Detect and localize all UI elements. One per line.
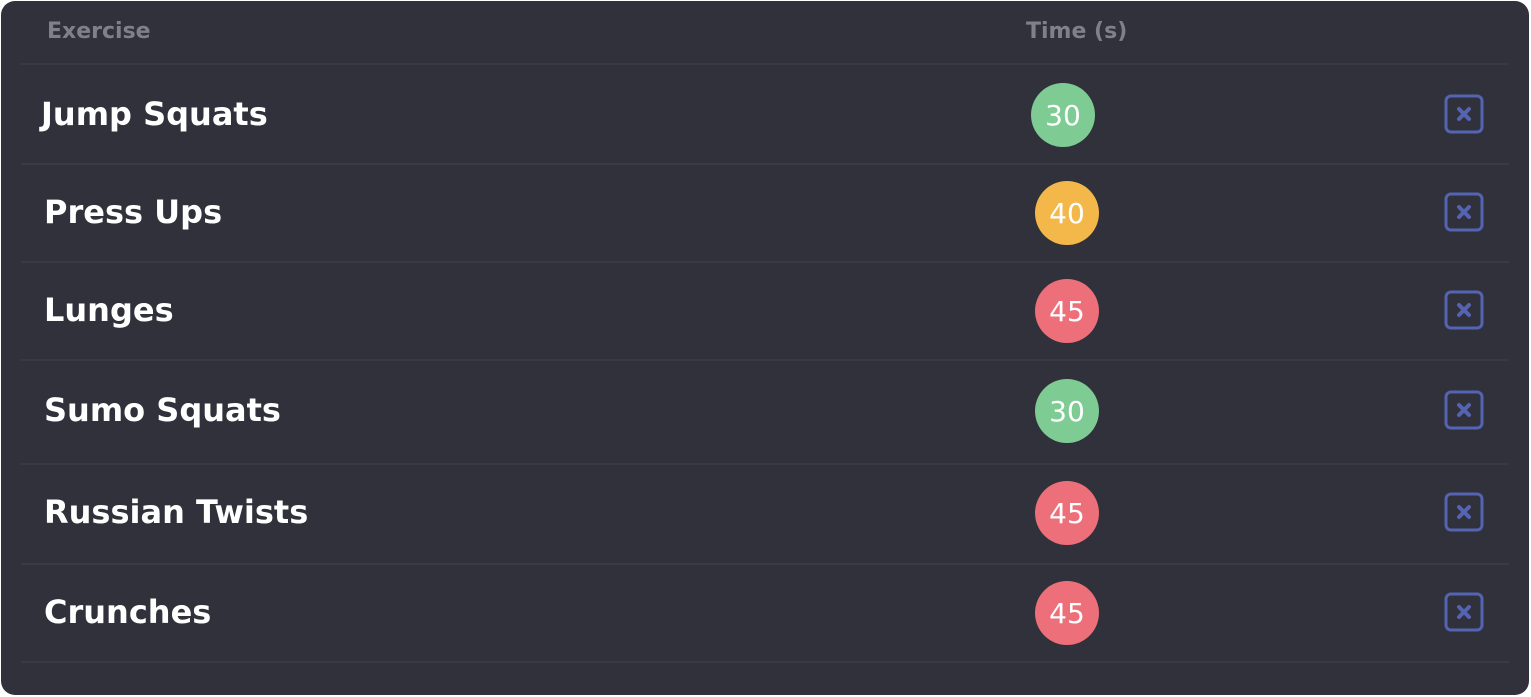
table-row: Sumo Squats 30 [1,361,1529,459]
delete-button[interactable] [1444,192,1484,232]
divider [21,563,1509,565]
delete-button[interactable] [1444,94,1484,134]
time-badge: 40 [1035,181,1099,245]
exercise-name: Press Ups [44,193,223,231]
close-box-icon [1444,390,1484,430]
close-box-icon [1444,592,1484,632]
time-badge: 30 [1031,83,1095,147]
delete-button[interactable] [1444,390,1484,430]
close-box-icon [1444,492,1484,532]
table-row: Russian Twists 45 [1,463,1529,561]
table-row: Press Ups 40 [1,163,1529,261]
delete-button[interactable] [1444,290,1484,330]
exercise-name: Jump Squats [41,95,268,133]
column-header-exercise: Exercise [47,19,151,44]
time-badge: 45 [1035,481,1099,545]
exercise-name: Crunches [44,593,212,631]
exercise-name: Sumo Squats [44,391,281,429]
divider [21,661,1509,663]
column-header-time: Time (s) [1026,19,1128,44]
exercise-name: Russian Twists [44,493,309,531]
table-header: Exercise Time (s) [1,1,1529,63]
table-row: Lunges 45 [1,261,1529,359]
divider [21,463,1509,465]
time-badge: 45 [1035,581,1099,645]
divider [21,261,1509,263]
divider [21,163,1509,165]
close-box-icon [1444,94,1484,134]
divider [21,63,1509,65]
divider [21,359,1509,361]
delete-button[interactable] [1444,592,1484,632]
time-badge: 45 [1035,279,1099,343]
exercise-name: Lunges [44,291,174,329]
close-box-icon [1444,290,1484,330]
table-row: Jump Squats 30 [1,65,1529,163]
close-box-icon [1444,192,1484,232]
delete-button[interactable] [1444,492,1484,532]
table-row: Crunches 45 [1,563,1529,661]
time-badge: 30 [1035,379,1099,443]
